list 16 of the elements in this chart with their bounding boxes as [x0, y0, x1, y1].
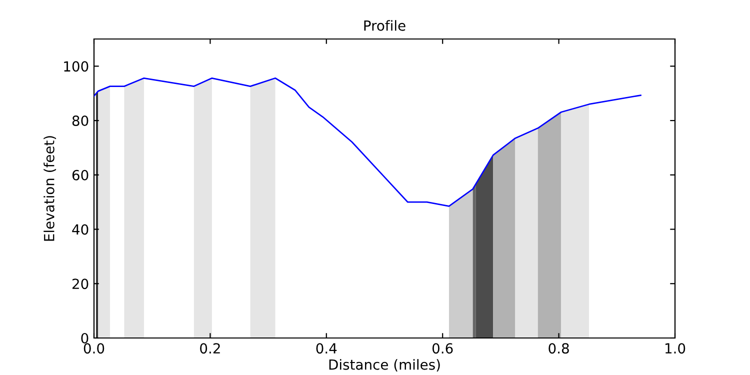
- x-axis-title: Distance (miles): [329, 359, 440, 372]
- line-series: [94, 77, 642, 207]
- x-tick-label: 1.0: [665, 343, 686, 354]
- y-tick-label: 40: [72, 224, 88, 235]
- x-tick-label: 0.8: [548, 343, 569, 354]
- x-tick-label: 0.2: [200, 343, 220, 354]
- y-tick-label: 100: [64, 61, 88, 72]
- x-tick-label: 0.0: [84, 343, 104, 354]
- x-tick-label: 0.6: [432, 343, 453, 354]
- x-tick-label: 0.4: [316, 343, 337, 354]
- y-tick-label: 20: [72, 278, 88, 290]
- y-tick-label: 0: [81, 332, 88, 344]
- chart-title: Profile: [364, 20, 406, 31]
- y-axis-title: Elevation (feet): [44, 136, 56, 241]
- y-tick-label: 80: [72, 116, 88, 126]
- y-tick-label: 60: [72, 170, 88, 180]
